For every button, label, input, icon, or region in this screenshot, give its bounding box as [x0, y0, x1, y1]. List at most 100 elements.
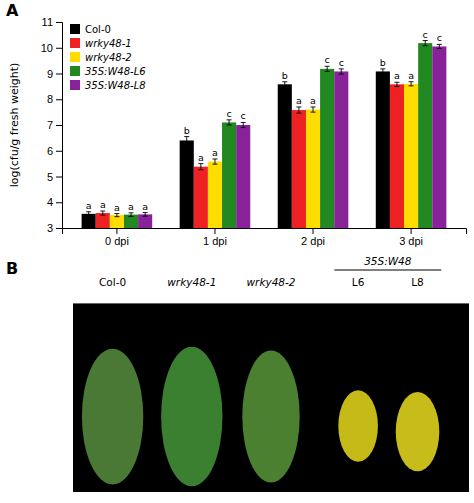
legend-label: 35S:W48-L8 — [85, 80, 146, 91]
y-tick-label: 5 — [47, 171, 53, 183]
error-bar — [114, 214, 119, 217]
y-tick-mark — [56, 151, 62, 152]
y-tick: 9 — [47, 68, 62, 80]
error-bar — [394, 82, 399, 86]
bar — [180, 140, 194, 228]
x-tick: 0 dpi — [105, 228, 129, 247]
bar-series — [138, 44, 446, 228]
error-bar — [86, 212, 91, 216]
legend-swatch — [70, 80, 80, 90]
leaf-label: wrky48-2 — [246, 276, 295, 288]
leaf — [396, 392, 440, 471]
y-tick-mark — [56, 125, 62, 126]
significance-label: a — [310, 95, 316, 106]
x-tick-label: 0 dpi — [105, 235, 129, 247]
legend-swatch — [70, 66, 80, 76]
y-tick: 5 — [47, 171, 62, 183]
photo-background — [73, 303, 469, 492]
significance-label: a — [198, 152, 204, 163]
error-bar — [380, 69, 385, 74]
significance-label: a — [142, 201, 148, 212]
error-bar — [296, 107, 301, 113]
error-bar — [282, 82, 287, 87]
error-bar — [227, 120, 232, 125]
panel-label: A — [6, 1, 19, 20]
bar — [404, 84, 418, 228]
significance-label: a — [86, 200, 92, 211]
significance-label: a — [114, 202, 120, 213]
y-tick-label: 9 — [47, 68, 53, 80]
bar-series — [110, 82, 418, 228]
legend-item: wrky48-2 — [70, 52, 132, 63]
panel-label: B — [6, 259, 18, 278]
y-axis-line — [56, 23, 63, 229]
significance-label: c — [423, 29, 428, 40]
y-tick: 3 — [47, 222, 62, 234]
bar — [334, 71, 348, 228]
bar — [320, 69, 334, 228]
y-tick: 7 — [47, 119, 62, 131]
error-bar — [241, 122, 246, 127]
leaf-label: L6 — [352, 276, 365, 288]
x-tick-mark — [411, 228, 412, 234]
y-tick-label: 11 — [42, 16, 53, 28]
y-tick: 8 — [47, 93, 62, 105]
x-tick: 1 dpi — [203, 228, 227, 247]
header-bracket — [334, 270, 441, 271]
leaf — [82, 349, 143, 485]
significance-labels: abbbaaaaaaaaacccaccc — [86, 29, 442, 213]
x-tick: 2 dpi — [301, 228, 325, 247]
bar — [208, 162, 222, 228]
legend-item: 35S:W48-L6 — [70, 66, 146, 77]
y-tick: 6 — [47, 145, 62, 157]
leaf-header: 35S:W48 — [364, 255, 412, 267]
chart: 3 4 5 6 7 8 9 10 11 0 dpi 1 dpi 2 dpi 3 dpi log(cfu/g… — [0, 0, 474, 503]
x-tick-label: 3 dpi — [399, 235, 423, 247]
error-bar — [100, 211, 105, 215]
y-axis: 3 4 5 6 7 8 9 10 11 — [41, 16, 63, 234]
significance-label: a — [408, 70, 414, 81]
y-tick-mark — [56, 99, 62, 100]
bar — [236, 125, 250, 228]
y-tick-label: 3 — [47, 222, 53, 234]
bar — [390, 84, 404, 228]
y-axis-title: log(cfu/g fresh weight) — [8, 63, 21, 188]
x-tick-mark — [214, 228, 215, 234]
bar-series — [82, 69, 390, 228]
legend-swatch — [70, 38, 80, 48]
significance-label: a — [394, 70, 400, 81]
error-bar — [339, 69, 344, 74]
bar — [292, 110, 306, 228]
significance-label: b — [282, 70, 288, 81]
y-tick-mark — [56, 202, 62, 203]
plot-area — [82, 41, 447, 228]
y-tick-mark — [56, 228, 62, 229]
y-tick: 10 — [41, 42, 62, 54]
legend-label: wrky48-1 — [85, 38, 132, 49]
significance-label: a — [296, 95, 302, 106]
significance-label: a — [212, 147, 218, 158]
legend-label: 35S:W48-L6 — [85, 66, 146, 77]
y-tick-label: 10 — [41, 42, 53, 54]
bar — [432, 46, 446, 228]
y-tick: 4 — [47, 196, 62, 208]
y-tick-mark — [56, 74, 62, 75]
error-bar — [212, 159, 217, 164]
leaf-label: wrky48-1 — [167, 276, 216, 288]
leaf-photo — [73, 303, 469, 492]
y-tick-label: 6 — [47, 145, 53, 157]
significance-label: c — [325, 54, 330, 65]
legend-item: wrky48-1 — [70, 38, 132, 49]
bar — [222, 122, 236, 228]
y-tick-label: 4 — [47, 196, 53, 208]
error-bar — [437, 44, 442, 48]
legend-item: 35S:W48-L8 — [70, 80, 146, 91]
bar-series — [124, 41, 432, 228]
bar — [306, 110, 320, 228]
legend-label: Col-0 — [85, 24, 111, 35]
x-axis-line — [63, 229, 467, 235]
x-tick-label: 1 dpi — [203, 235, 227, 247]
significance-label: b — [380, 57, 386, 68]
legend-item: Col-0 — [70, 24, 111, 35]
error-bar — [423, 41, 428, 46]
